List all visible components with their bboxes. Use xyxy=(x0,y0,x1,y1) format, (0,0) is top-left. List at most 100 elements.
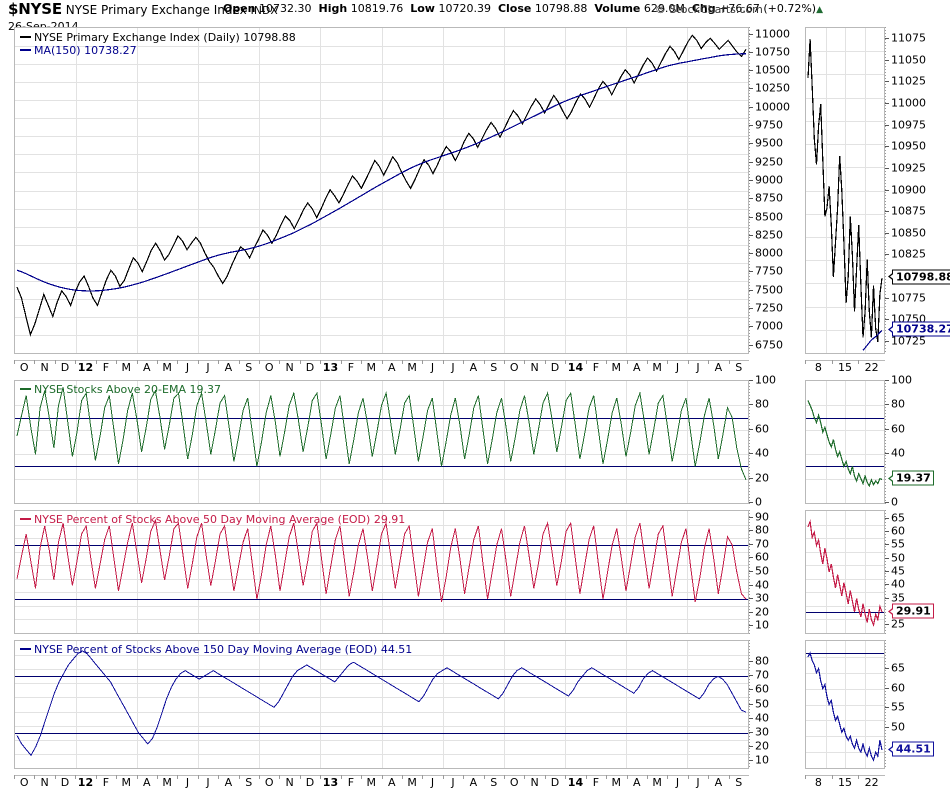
mini-50dma-panel[interactable] xyxy=(805,510,885,634)
x-axis-tick xyxy=(55,775,56,779)
x-axis-label: F xyxy=(347,361,355,374)
axis-tick-mark xyxy=(749,235,753,236)
x-axis-tick xyxy=(858,360,859,364)
open-label: Open xyxy=(223,2,256,15)
x-axis-label: M xyxy=(407,776,417,789)
x-axis-tick xyxy=(805,775,806,779)
x-axis-tick xyxy=(279,775,280,779)
axis-tick-mark xyxy=(749,107,753,108)
x-axis-label: N xyxy=(40,776,49,789)
legend-20ema-label: NYSE Stocks Above 20-EMA 19.37 xyxy=(34,383,221,396)
price-flag-label: 10738.27 xyxy=(888,321,950,337)
axis-tick-label: 10000 xyxy=(755,100,790,114)
mini-20ema-plot xyxy=(806,381,884,503)
price-flag-label: 19.37 xyxy=(888,470,934,486)
x-axis-label: A xyxy=(714,361,723,374)
x-axis-label: N xyxy=(530,361,539,374)
axis-tick-label: 55 xyxy=(891,700,905,714)
axis-tick-label: 80 xyxy=(891,397,905,411)
x-axis-tick xyxy=(688,360,689,364)
x-axis-label: J xyxy=(675,361,680,374)
axis-tick-label: 60 xyxy=(755,422,769,436)
x-axis-tick xyxy=(361,360,362,364)
x-axis-tick xyxy=(463,360,464,364)
x-axis-tick xyxy=(137,775,138,779)
percent-above-50dma-y-axis: 90 80 70 60 50 40 30 20 10 xyxy=(749,510,797,634)
x-axis-tick xyxy=(667,775,668,779)
x-axis-tick xyxy=(239,360,240,364)
axis-tick-label: 40 xyxy=(755,711,769,725)
mini-150dma-panel[interactable] xyxy=(805,640,885,769)
x-axis-label: D xyxy=(60,361,70,374)
x-axis-label: N xyxy=(285,776,294,789)
axis-tick-label: 50 xyxy=(891,720,905,734)
x-axis-label: S xyxy=(490,776,498,789)
x-axis-label: 14 xyxy=(567,361,584,374)
x-axis-tick xyxy=(198,775,199,779)
axis-tick-label: 65 xyxy=(891,511,905,525)
axis-tick-mark xyxy=(885,103,889,104)
main-price-chart-panel[interactable] xyxy=(14,27,749,354)
x-axis-label: A xyxy=(632,776,641,789)
axis-tick-label: 20 xyxy=(755,739,769,753)
x-axis-tick xyxy=(667,360,668,364)
x-axis-label: J xyxy=(430,361,435,374)
percent-above-150dma-panel[interactable] xyxy=(14,640,749,769)
axis-tick-label: 30 xyxy=(755,725,769,739)
x-axis-tick xyxy=(805,360,806,364)
axis-tick-label: 40 xyxy=(755,446,769,460)
x-axis-label: A xyxy=(142,776,151,789)
volume-label: Volume xyxy=(594,2,641,15)
axis-tick-mark xyxy=(749,308,753,309)
x-axis-tick xyxy=(484,360,485,364)
axis-tick-mark xyxy=(749,253,753,254)
x-axis-tick xyxy=(382,360,383,364)
x-axis-label: J xyxy=(206,776,210,789)
x-axis-tick xyxy=(137,360,138,364)
x-axis-tick xyxy=(504,775,505,779)
axis-tick-label: 20 xyxy=(755,471,769,485)
axis-tick-mark xyxy=(885,598,889,599)
stocks-above-20ema-panel[interactable] xyxy=(14,380,749,504)
x-axis-tick xyxy=(361,775,362,779)
axis-tick-mark xyxy=(885,502,889,503)
axis-tick-mark xyxy=(885,429,889,430)
axis-tick-mark xyxy=(885,146,889,147)
axis-tick-mark xyxy=(885,211,889,212)
axis-tick-label: 6750 xyxy=(755,338,783,352)
x-axis-label: O xyxy=(509,361,519,374)
bottom-x-axis: O N D 12 F M A M J J A S O N D 13 F M A M J J A S O N D 14 F M A M J J A S xyxy=(14,775,749,791)
axis-tick-mark xyxy=(885,624,889,625)
x-axis-label: J xyxy=(696,776,700,789)
mini-bottom-x-axis: 8 15 22 xyxy=(805,775,885,791)
axis-tick-label: 7500 xyxy=(755,283,783,297)
x-axis-label: J xyxy=(451,361,455,374)
axis-tick-label: 50 xyxy=(755,697,769,710)
x-axis-tick xyxy=(484,775,485,779)
x-axis-tick xyxy=(116,775,117,779)
axis-tick-mark xyxy=(749,70,753,71)
x-axis-label: M xyxy=(366,776,377,789)
x-axis-tick xyxy=(14,360,15,364)
mini-price-chart-panel[interactable] xyxy=(805,27,885,354)
mini-price-plot xyxy=(806,28,884,353)
axis-tick-label: 11025 xyxy=(891,74,926,88)
axis-tick-label: 11000 xyxy=(891,96,926,110)
x-axis-tick xyxy=(422,775,423,779)
percent-above-50dma-panel[interactable] xyxy=(14,510,749,634)
x-axis-tick xyxy=(586,360,587,364)
x-axis-tick xyxy=(402,360,403,364)
axis-tick-label: 9500 xyxy=(755,136,783,150)
close-value: 10798.88 xyxy=(534,2,588,15)
x-axis-label: N xyxy=(40,361,49,374)
symbol-name: NYSE Primary Exchange Index xyxy=(65,3,247,17)
open-value: 10732.30 xyxy=(259,2,312,15)
mini-50dma-y-axis: 65 60 55 50 45 40 35 25 29.91 xyxy=(885,510,947,634)
symbol-type: INDX xyxy=(250,5,278,17)
axis-tick-label: 35 xyxy=(891,591,905,605)
axis-tick-label: 40 xyxy=(891,577,905,591)
volume-value: 629.0M xyxy=(643,2,685,15)
axis-tick-mark xyxy=(885,453,889,454)
axis-tick-mark xyxy=(749,217,753,218)
mini-20ema-panel[interactable] xyxy=(805,380,885,504)
